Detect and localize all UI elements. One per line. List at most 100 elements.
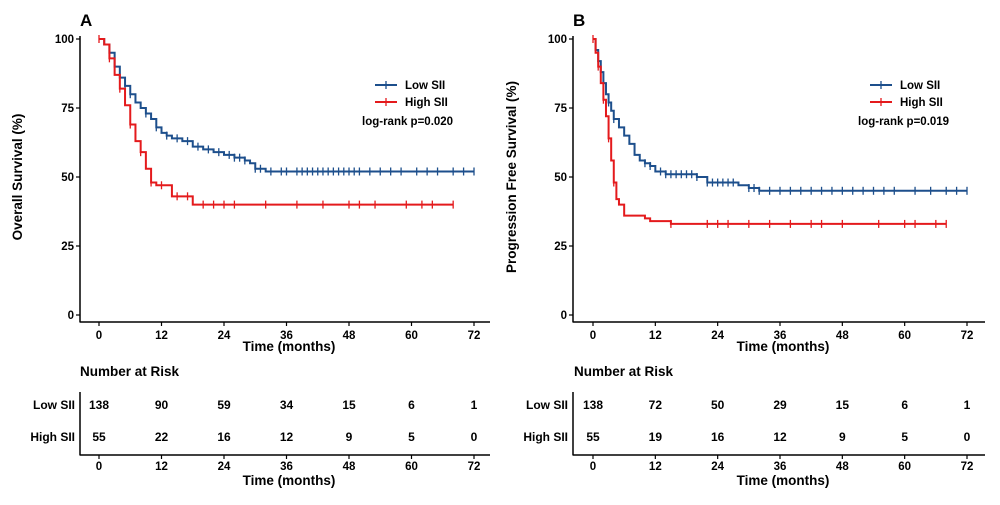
y-tick-label: 75	[554, 103, 567, 115]
y-tick-label: 100	[548, 34, 567, 46]
risk-x-axis-title: Time (months)	[737, 473, 830, 488]
risk-value: 9	[839, 430, 846, 444]
x-tick-label: 48	[343, 330, 356, 342]
risk-value: 72	[649, 398, 663, 412]
risk-x-tick-label: 36	[280, 461, 293, 473]
y-tick-label: 100	[55, 34, 74, 46]
risk-x-tick-label: 60	[898, 461, 911, 473]
x-tick-label: 72	[468, 330, 481, 342]
risk-value: 16	[711, 430, 725, 444]
panel-letter: A	[80, 11, 92, 30]
risk-table-title: Number at Risk	[80, 364, 180, 379]
y-axis-title: Overall Survival (%)	[10, 114, 25, 241]
survival-curve	[593, 38, 967, 192]
y-tick-label: 50	[554, 172, 567, 184]
risk-value: 12	[280, 430, 294, 444]
legend-item: High SII	[870, 97, 943, 109]
risk-x-tick-label: 0	[590, 461, 596, 473]
x-axis-title: Time (months)	[243, 339, 336, 354]
risk-value: 59	[217, 398, 231, 412]
risk-value: 55	[586, 430, 600, 444]
risk-x-tick-label: 12	[155, 461, 168, 473]
risk-x-tick-label: 24	[711, 461, 724, 473]
risk-row-label: High SII	[523, 430, 568, 444]
risk-value: 6	[408, 398, 415, 412]
x-tick-label: 36	[774, 330, 787, 342]
risk-value: 12	[773, 430, 787, 444]
series-high-sii	[592, 35, 947, 228]
risk-value: 138	[89, 398, 109, 412]
risk-value: 15	[836, 398, 850, 412]
legend-label: High SII	[900, 97, 943, 109]
x-tick-label: 60	[898, 330, 911, 342]
x-tick-label: 24	[218, 330, 231, 342]
x-tick-label: 60	[405, 330, 418, 342]
series-high-sii	[98, 35, 454, 209]
y-tick-label: 0	[68, 310, 74, 322]
risk-value: 1	[471, 398, 478, 412]
x-tick-label: 36	[280, 330, 293, 342]
x-tick-label: 0	[590, 330, 596, 342]
risk-x-axis-title: Time (months)	[243, 473, 336, 488]
x-axis-title: Time (months)	[737, 339, 830, 354]
series-low-sii	[99, 38, 475, 176]
risk-x-tick-label: 0	[96, 461, 102, 473]
y-tick-label: 0	[561, 310, 567, 322]
legend-item: Low SII	[870, 80, 940, 92]
y-tick-label: 25	[554, 241, 567, 253]
x-tick-label: 0	[96, 330, 102, 342]
risk-value: 19	[649, 430, 663, 444]
logrank-annotation: log-rank p=0.019	[858, 116, 949, 128]
risk-value: 5	[901, 430, 908, 444]
risk-value: 16	[217, 430, 231, 444]
logrank-annotation: log-rank p=0.020	[362, 116, 453, 128]
x-tick-label: 12	[649, 330, 662, 342]
risk-x-tick-label: 36	[774, 461, 787, 473]
x-tick-label: 12	[155, 330, 168, 342]
risk-value: 50	[711, 398, 725, 412]
legend-label: High SII	[405, 97, 448, 109]
risk-value: 55	[92, 430, 106, 444]
x-tick-label: 48	[836, 330, 849, 342]
survival-curve	[99, 38, 454, 206]
panel-letter: B	[573, 11, 585, 30]
legend-label: Low SII	[900, 80, 940, 92]
risk-x-tick-label: 60	[405, 461, 418, 473]
y-tick-label: 50	[61, 172, 74, 184]
risk-x-tick-label: 72	[961, 461, 974, 473]
risk-value: 9	[346, 430, 353, 444]
risk-value: 15	[342, 398, 356, 412]
legend-label: Low SII	[405, 80, 445, 92]
risk-value: 29	[773, 398, 787, 412]
risk-value: 34	[280, 398, 294, 412]
survival-curve	[593, 38, 947, 225]
risk-value: 0	[964, 430, 971, 444]
risk-row-label: High SII	[30, 430, 75, 444]
risk-x-tick-label: 48	[836, 461, 849, 473]
risk-value: 90	[155, 398, 169, 412]
risk-table-title: Number at Risk	[574, 364, 674, 379]
risk-row-label: Low SII	[526, 398, 568, 412]
x-tick-label: 72	[961, 330, 974, 342]
legend-item: High SII	[375, 97, 448, 109]
risk-value: 5	[408, 430, 415, 444]
risk-value: 6	[901, 398, 908, 412]
risk-x-tick-label: 48	[343, 461, 356, 473]
legend-item: Low SII	[375, 80, 445, 92]
risk-x-tick-label: 12	[649, 461, 662, 473]
series-low-sii	[593, 38, 968, 195]
risk-value: 138	[583, 398, 603, 412]
y-tick-label: 75	[61, 103, 74, 115]
x-tick-label: 24	[711, 330, 724, 342]
risk-row-label: Low SII	[33, 398, 75, 412]
risk-x-tick-label: 24	[218, 461, 231, 473]
risk-x-tick-label: 72	[468, 461, 481, 473]
risk-value: 22	[155, 430, 169, 444]
risk-value: 0	[471, 430, 478, 444]
risk-value: 1	[964, 398, 971, 412]
